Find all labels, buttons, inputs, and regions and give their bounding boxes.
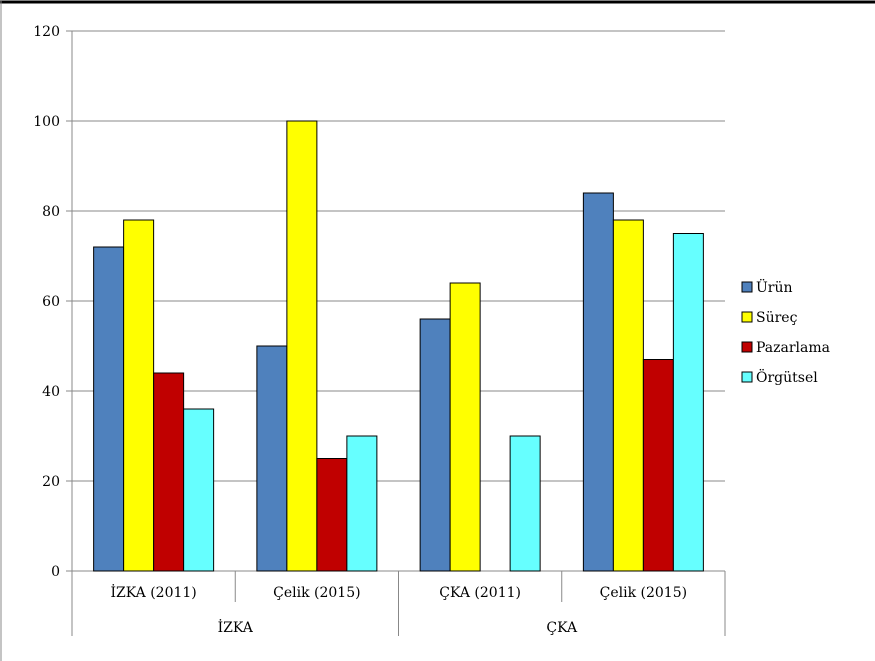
axis-labels: 0 20 40 60 80 100 120 İZKA (2011) Çelik (2015) ÇK… <box>33 24 687 636</box>
bar <box>582 192 614 572</box>
bar <box>123 219 155 572</box>
legend-swatch <box>741 341 753 353</box>
bar <box>183 408 215 572</box>
y-tick-label: 120 <box>33 24 60 40</box>
x-category-label: Çelik (2015) <box>600 585 687 601</box>
y-tick-label: 0 <box>51 564 60 580</box>
legend-label: Pazarlama <box>756 340 830 356</box>
y-tick-label: 20 <box>42 474 60 490</box>
bar <box>256 345 288 572</box>
bar <box>286 120 318 572</box>
legend-swatch <box>741 281 753 293</box>
bar <box>672 233 704 572</box>
legend: Ürün Süreç Pazarlama Örgütsel <box>741 278 830 386</box>
y-tick-label: 40 <box>42 384 60 400</box>
bar <box>153 372 185 572</box>
legend-label: Ürün <box>756 278 793 296</box>
bar <box>93 246 125 572</box>
bar <box>509 435 541 572</box>
bars <box>93 120 704 572</box>
x-category-label: ÇKA (2011) <box>439 585 521 601</box>
legend-label: Örgütsel <box>756 368 818 386</box>
legend-swatch <box>741 311 753 323</box>
x-group-label: ÇKA <box>546 620 578 636</box>
legend-label: Süreç <box>756 310 798 326</box>
bar <box>612 219 644 572</box>
y-tick-label: 60 <box>42 294 60 310</box>
bar <box>449 282 481 572</box>
y-tick-label: 100 <box>33 114 60 130</box>
bar <box>642 359 674 572</box>
x-category-label: Çelik (2015) <box>273 585 360 601</box>
bar <box>419 318 451 572</box>
y-tick-label: 80 <box>42 204 60 220</box>
bar <box>316 458 348 572</box>
x-group-label: İZKA <box>218 618 254 636</box>
bar <box>346 435 378 572</box>
x-category-label: İZKA (2011) <box>110 583 196 601</box>
legend-swatch <box>741 371 753 383</box>
